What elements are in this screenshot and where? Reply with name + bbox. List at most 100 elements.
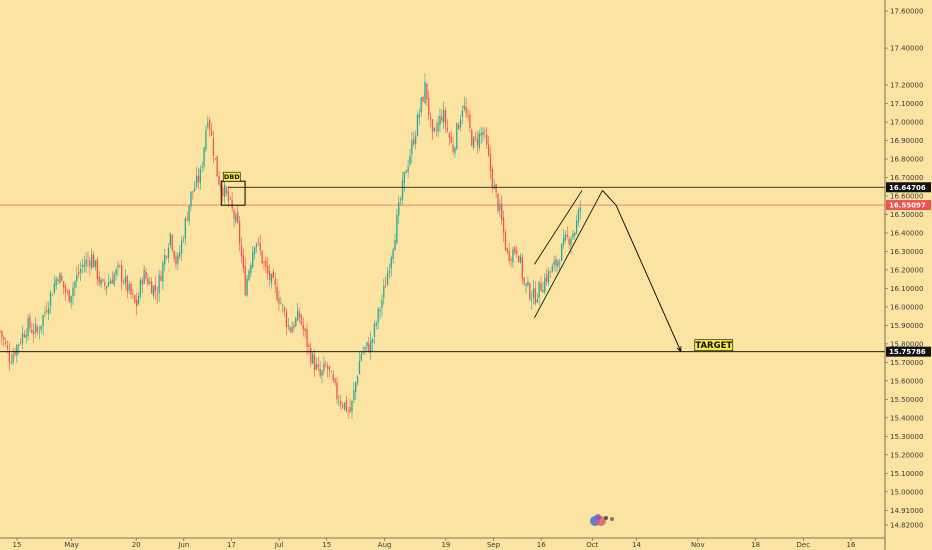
- candle-body: [4, 341, 7, 344]
- candle-body: [229, 198, 231, 200]
- candle-body: [452, 144, 454, 152]
- candle-body: [472, 137, 475, 148]
- candle-body: [414, 135, 417, 144]
- candle-body: [91, 254, 93, 269]
- candle-body: [544, 277, 546, 292]
- candle-body: [76, 274, 78, 282]
- candle-body: [577, 210, 580, 223]
- candle-body: [207, 122, 209, 128]
- candle-body: [310, 347, 312, 364]
- candle-body: [300, 315, 303, 325]
- candle-body: [268, 271, 271, 280]
- candle-body: [532, 288, 535, 298]
- candle-body: [504, 232, 507, 251]
- candle-body: [570, 238, 572, 246]
- dbd-label-box: [222, 171, 241, 182]
- price-tick-label: 16.30000: [890, 248, 923, 256]
- candle-body: [381, 299, 383, 308]
- candle-body: [435, 129, 437, 131]
- candle-body: [458, 125, 460, 130]
- candle-body: [302, 324, 304, 330]
- time-tick-label: 16: [847, 541, 856, 549]
- price-axis-ticks[interactable]: 17.60000 17.40000 17.20000 17.10000 17.00000…: [885, 8, 923, 530]
- candle-body: [489, 154, 492, 171]
- candle-body: [291, 327, 293, 333]
- candle-body: [218, 176, 220, 185]
- candle-body: [276, 286, 278, 301]
- candle-body: [280, 303, 282, 305]
- candle-body: [64, 286, 67, 293]
- channel-lower-line[interactable]: [534, 190, 603, 319]
- candle-body: [516, 250, 518, 255]
- price-tick-label: 16.20000: [890, 266, 923, 274]
- candle-body: [495, 184, 497, 193]
- candle-body: [525, 283, 527, 286]
- candle-body: [156, 294, 158, 296]
- candle-body: [523, 277, 525, 283]
- candle-body: [441, 116, 443, 121]
- candle-body: [119, 265, 121, 267]
- candle-body: [325, 365, 327, 366]
- candle-body: [31, 329, 33, 333]
- candle-body: [347, 409, 349, 411]
- candle-body: [132, 293, 134, 295]
- candle-body: [467, 114, 469, 117]
- candle-body: [248, 270, 250, 280]
- candle-body: [377, 308, 379, 323]
- candle-body: [317, 364, 319, 368]
- candle-body: [551, 265, 553, 273]
- candle-body: [508, 251, 510, 261]
- price-tick-label: 15.10000: [890, 470, 923, 478]
- candle-body: [107, 282, 110, 286]
- time-tick-label: Jul: [274, 541, 284, 549]
- candle-body: [6, 345, 9, 349]
- candle-body: [304, 328, 306, 332]
- price-tick-label: 17.40000: [890, 45, 923, 53]
- logo-circle-5: [610, 517, 614, 521]
- time-tick-label: 15: [322, 541, 331, 549]
- candle-body: [399, 198, 402, 201]
- price-level-tags: 16.64706 16.55097 15.75786: [886, 182, 931, 357]
- logo-circle-3: [595, 514, 601, 520]
- candle-body: [214, 158, 216, 160]
- candle-body: [319, 368, 321, 376]
- candle-body: [549, 271, 552, 273]
- candle-body: [74, 281, 76, 288]
- price-tick-label: 15.00000: [890, 488, 923, 496]
- candle-body: [23, 334, 25, 338]
- time-axis-ticks[interactable]: 15 May 20 Jun 17 Jul 15 Aug 19 Sep 16 Oct 14 Nov 18 Dec…: [13, 538, 856, 549]
- candle-body: [358, 360, 361, 375]
- candle-body: [162, 262, 164, 282]
- time-tick-label: Nov: [691, 541, 705, 549]
- projection-arrow-path[interactable]: [602, 190, 682, 352]
- candle-body: [242, 254, 245, 269]
- candle-body: [139, 279, 142, 297]
- projection-arrowhead: [676, 346, 682, 353]
- candle-body: [321, 370, 323, 376]
- candle-body: [560, 244, 563, 261]
- candle-body: [25, 334, 27, 338]
- candle-body: [553, 261, 555, 265]
- price-level-tag-label: 16.55097: [889, 202, 926, 210]
- candle-body: [448, 133, 450, 138]
- candle-body: [478, 133, 480, 148]
- price-tick-label: 16.50000: [890, 211, 923, 219]
- candle-body: [250, 264, 252, 273]
- candle-body: [227, 191, 230, 201]
- price-level-tag: [886, 346, 931, 357]
- channel-upper-line[interactable]: [534, 190, 583, 265]
- candle-body: [49, 292, 52, 307]
- candle-body: [194, 188, 196, 191]
- candle-body: [334, 378, 336, 383]
- time-tick-label: Jun: [177, 541, 189, 549]
- time-tick-label: 17: [227, 541, 236, 549]
- candle-body: [117, 264, 119, 267]
- price-tick-label: 17.20000: [890, 82, 923, 90]
- candle-body: [356, 376, 359, 384]
- candle-body: [70, 295, 72, 304]
- candle-body: [572, 233, 574, 238]
- candle-body: [510, 259, 512, 261]
- candle-body: [12, 354, 14, 363]
